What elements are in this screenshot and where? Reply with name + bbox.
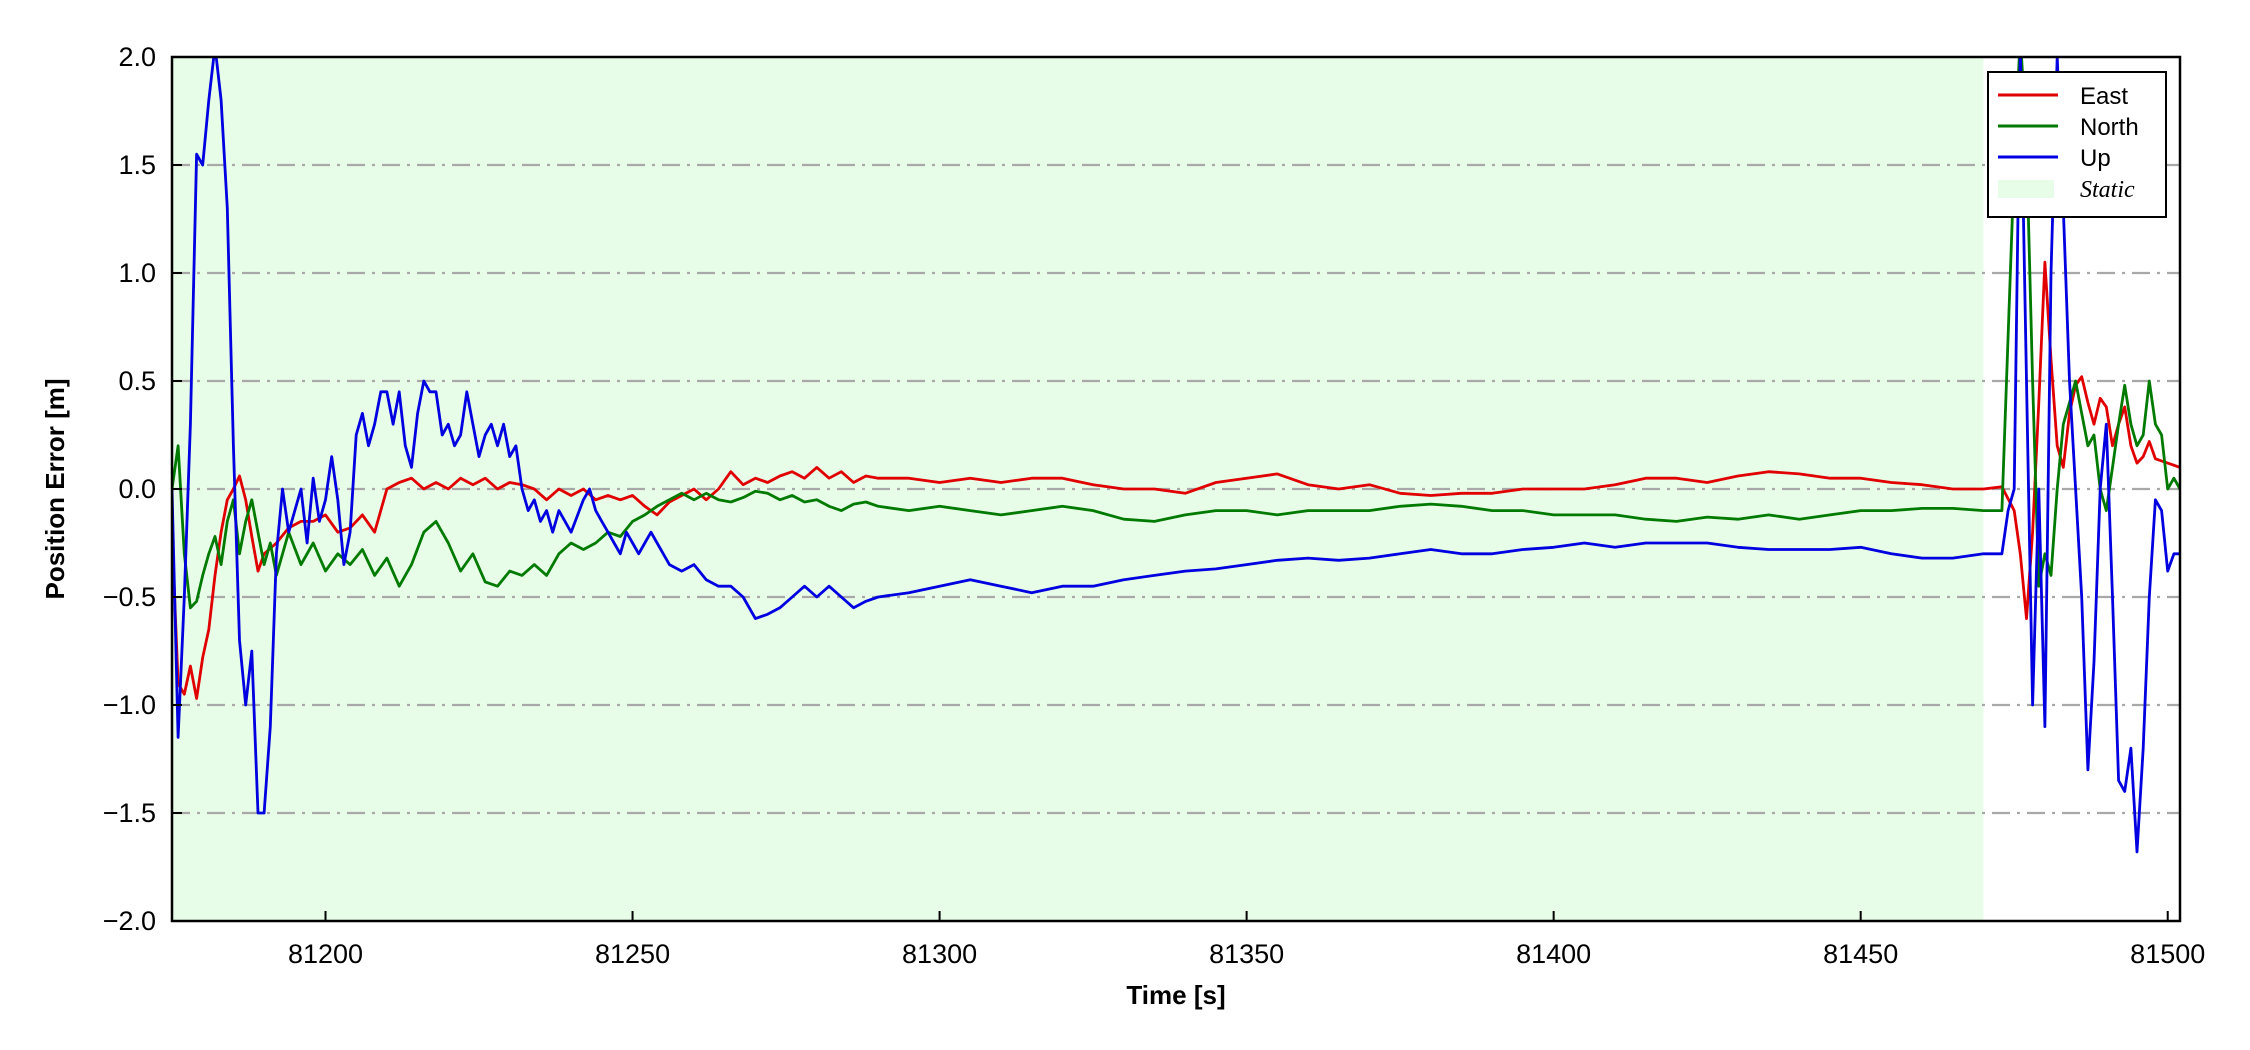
y-tick-label: −1.5 (103, 798, 156, 828)
y-tick-label: 1.5 (118, 150, 156, 180)
legend: East North Up Static (1987, 71, 2167, 218)
y-tick-label: 0.0 (118, 474, 156, 504)
y-axis: −2.0 −1.5 −1.0 −0.5 0.0 0.5 1.0 1.5 2.0 (103, 42, 182, 936)
y-axis-title: Position Error [m] (40, 378, 70, 599)
y-tick-label: −0.5 (103, 582, 156, 612)
x-tick-label: 81450 (1823, 939, 1898, 969)
x-axis: 81200 81250 81300 81350 81400 81450 81500 (288, 911, 2205, 969)
series-up-line (172, 57, 2180, 854)
x-tick-label: 81250 (595, 939, 670, 969)
x-tick-label: 81300 (902, 939, 977, 969)
legend-north-label: North (2080, 114, 2139, 141)
x-tick-label: 81500 (2130, 939, 2205, 969)
y-tick-label: −1.0 (103, 690, 156, 720)
legend-east-label: East (2080, 83, 2128, 110)
y-tick-label: 1.0 (118, 258, 156, 288)
series-layer (172, 57, 2180, 854)
y-tick-label: −2.0 (103, 906, 156, 936)
y-tick-label: 0.5 (118, 366, 156, 396)
x-tick-label: 81350 (1209, 939, 1284, 969)
x-tick-label: 81200 (288, 939, 363, 969)
x-axis-title: Time [s] (1126, 980, 1225, 1010)
x-tick-label: 81400 (1516, 939, 1591, 969)
legend-static-label: Static (2080, 177, 2135, 203)
legend-static-swatch (1998, 180, 2054, 198)
legend-up-label: Up (2080, 145, 2111, 172)
y-tick-label: 2.0 (118, 42, 156, 72)
